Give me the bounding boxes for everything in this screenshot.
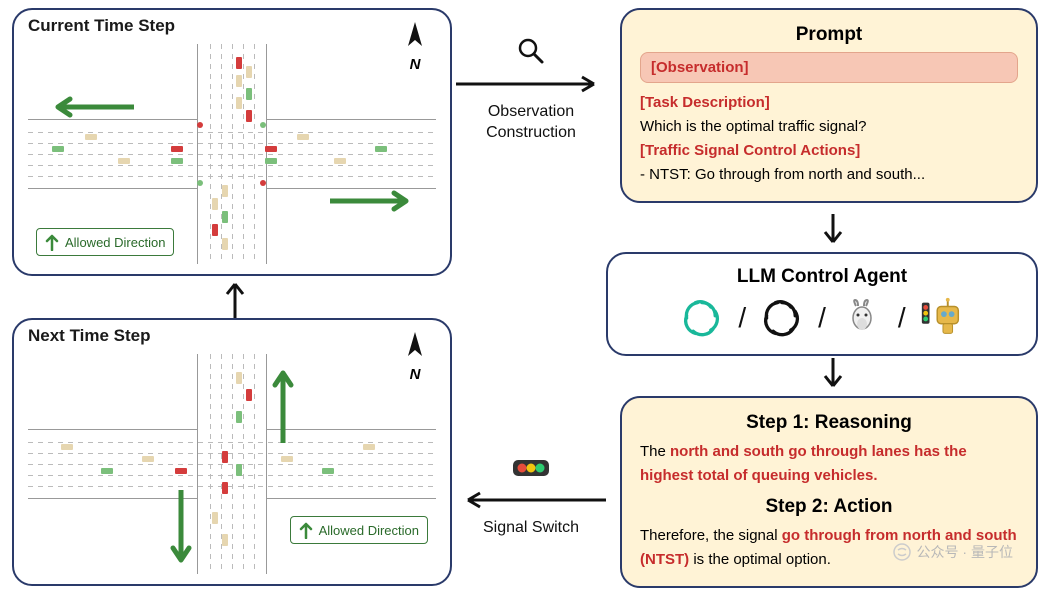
- actions-tag: [Traffic Signal Control Actions]: [640, 139, 1018, 163]
- arrow-west-icon: [44, 96, 134, 118]
- signal-switch-flow: Signal Switch: [456, 456, 606, 539]
- magnifier-icon: [516, 36, 546, 66]
- next-time-step-panel: Next Time Step N: [12, 318, 452, 586]
- step2-heading: Step 2: Action: [640, 496, 1018, 518]
- task-question: Which is the optimal traffic signal?: [640, 115, 1018, 139]
- separator: /: [818, 302, 826, 334]
- openai-black-icon: [758, 294, 806, 342]
- step2-text: Therefore, the signal go through from no…: [640, 524, 1018, 572]
- allowed-direction-legend: Allowed Direction: [36, 228, 174, 256]
- step2-post: is the optimal option.: [689, 551, 831, 568]
- prompt-box: Prompt [Observation] [Task Description] …: [620, 8, 1038, 203]
- separator: /: [898, 302, 906, 334]
- openai-green-icon: [678, 294, 726, 342]
- allowed-direction-legend: Allowed Direction: [290, 516, 428, 544]
- observation-label: Observation Construction: [486, 102, 576, 144]
- panel-title: Current Time Step: [28, 16, 175, 36]
- reasoning-box: Step 1: Reasoning The north and south go…: [620, 396, 1038, 588]
- actions-line: - NTST: Go through from north and south.…: [640, 163, 1018, 187]
- arrow-south-icon: [170, 490, 192, 570]
- step1-text: The north and south go through lanes has…: [640, 440, 1018, 488]
- traffic-light-icon: [511, 456, 551, 482]
- arrow-down-icon: [822, 358, 844, 394]
- step1-highlight: north and south go through lanes has the…: [640, 443, 967, 484]
- agent-heading: LLM Control Agent: [737, 266, 907, 288]
- current-time-step-panel: Current Time Step N: [12, 8, 452, 276]
- observation-flow: Observation Construction: [456, 36, 606, 144]
- arrow-down-icon: [822, 214, 844, 250]
- llama-icon: [838, 294, 886, 342]
- step2-pre: Therefore, the signal: [640, 527, 782, 544]
- agent-box: LLM Control Agent / / /: [606, 252, 1038, 356]
- robot-traffic-icon: [918, 294, 966, 342]
- observation-pill: [Observation]: [640, 52, 1018, 83]
- prompt-heading: Prompt: [640, 24, 1018, 46]
- panel-title: Next Time Step: [28, 326, 151, 346]
- legend-label: Allowed Direction: [65, 235, 165, 250]
- loop-arrow-up-icon: [224, 278, 246, 318]
- arrow-east-icon: [330, 190, 420, 212]
- arrow-north-icon: [272, 363, 294, 443]
- signal-label: Signal Switch: [483, 518, 579, 539]
- legend-label: Allowed Direction: [319, 523, 419, 538]
- step1-pre: The: [640, 443, 670, 460]
- separator: /: [738, 302, 746, 334]
- step1-heading: Step 1: Reasoning: [640, 412, 1018, 434]
- task-tag: [Task Description]: [640, 91, 1018, 115]
